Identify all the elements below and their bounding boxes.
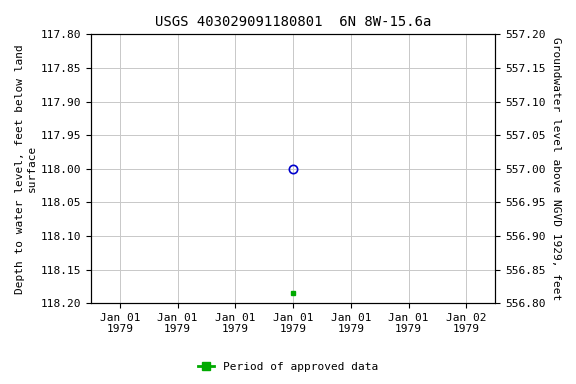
Legend: Period of approved data: Period of approved data (193, 358, 383, 377)
Y-axis label: Groundwater level above NGVD 1929, feet: Groundwater level above NGVD 1929, feet (551, 37, 561, 300)
Title: USGS 403029091180801  6N 8W-15.6a: USGS 403029091180801 6N 8W-15.6a (155, 15, 431, 29)
Y-axis label: Depth to water level, feet below land
surface: Depth to water level, feet below land su… (15, 44, 37, 294)
